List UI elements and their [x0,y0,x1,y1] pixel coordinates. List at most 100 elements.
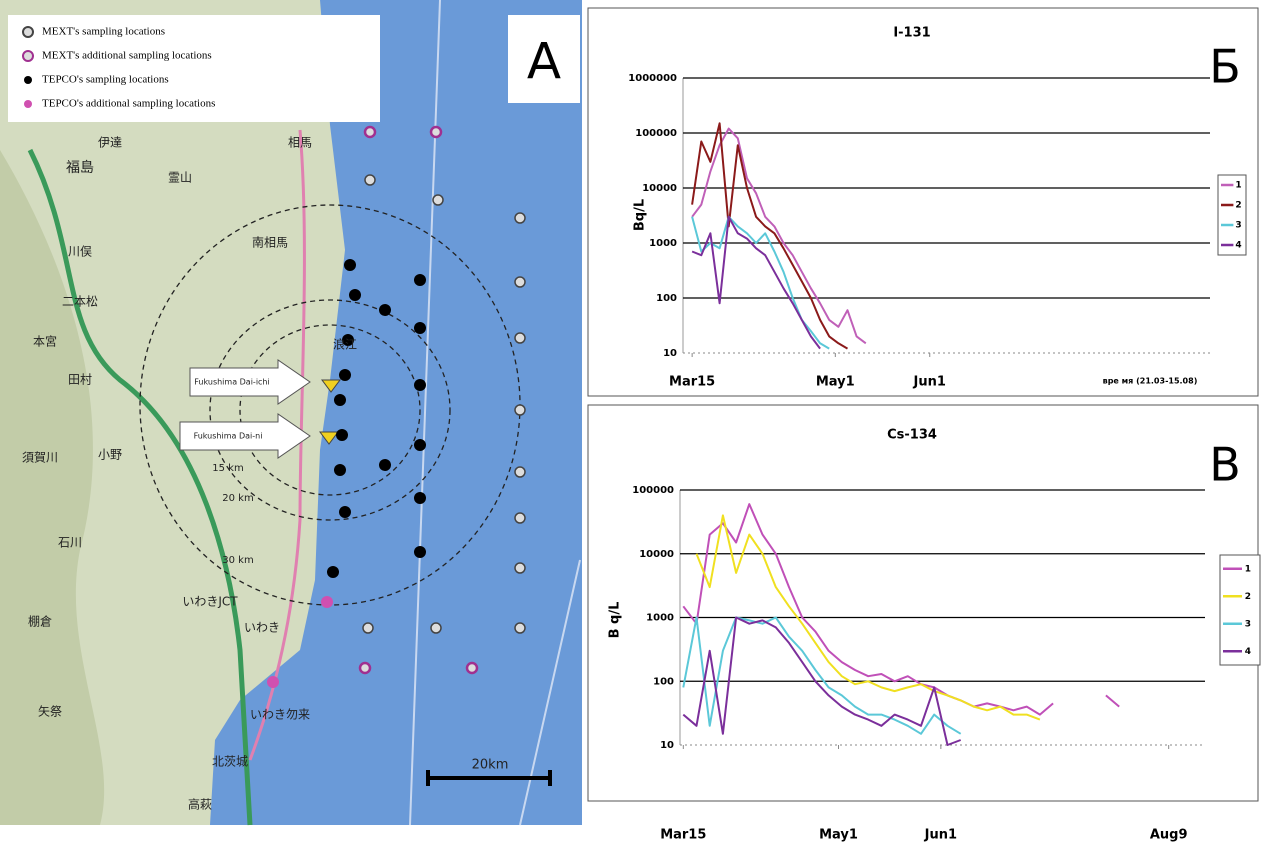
legend-box [1220,555,1260,665]
legend-box [1218,175,1246,255]
sampling-point [360,663,370,673]
x-tick-label: Mar15 [660,828,706,843]
y-tick-label: 10 [660,740,674,751]
map-label: 須賀川 [22,451,58,465]
sampling-point [515,467,525,477]
sampling-point [379,459,391,471]
sampling-point [515,277,525,287]
legend-label: MEXT's additional sampling locations [42,50,212,62]
sampling-point [414,322,426,334]
sampling-point [334,394,346,406]
legend-label: 3 [1245,619,1251,629]
y-tick-label: 100000 [632,485,674,496]
sampling-point [327,566,339,578]
map-label: 相馬 [288,136,312,150]
sampling-point [414,439,426,451]
sampling-point [267,676,279,688]
y-tick-label: 1000 [646,613,674,624]
chart-title: Cs-134 [887,428,937,443]
sampling-point [431,127,441,137]
sampling-point [467,663,477,673]
series-line [692,217,820,349]
sampling-point [365,175,375,185]
x-tick-label: May1 [819,828,858,843]
sampling-point [431,623,441,633]
map-label: いわき勿来 [250,708,310,722]
map-label: 浪江 [333,337,357,352]
legend-label: 4 [1245,647,1251,657]
sampling-point [365,127,375,137]
panel-letter: A [527,33,561,91]
sampling-point [344,259,356,271]
y-tick-label: 1000 [649,238,677,249]
panel-letter: Б [1209,40,1241,94]
map-label: 二本松 [62,295,98,309]
map-label: 30 km [222,555,253,566]
sampling-point [515,623,525,633]
map-label: 北茨城 [212,755,248,769]
map-label: Fukushima Dai-ni [194,432,263,441]
legend-label: MEXT's sampling locations [42,26,165,38]
map-label: 高萩 [188,797,212,812]
map-label: 本宮 [33,334,57,349]
sampling-point [334,464,346,476]
y-tick-label: 1000000 [628,73,677,84]
map-label: 矢祭 [38,705,62,719]
legend-marker [23,27,33,37]
legend-marker [24,100,32,108]
x-tick-label: Aug9 [1150,828,1188,843]
map-label: 南相馬 [252,235,288,250]
legend-label: TEPCO's sampling locations [42,74,169,86]
sampling-point [336,429,348,441]
legend-marker [23,51,33,61]
legend-label: 2 [1245,592,1251,602]
x-tick-label: Jun1 [924,828,957,843]
panel-letter: В [1209,438,1241,492]
sampling-point [515,563,525,573]
sampling-point [414,379,426,391]
legend-label: 2 [1235,201,1241,211]
map-label: いわき [244,621,280,635]
map-label: 20km [472,758,509,773]
map-label: 棚倉 [28,614,52,629]
sampling-point [339,506,351,518]
map-label: 福島 [66,160,94,176]
series-line [683,504,1172,714]
y-tick-label: 100 [653,676,674,687]
map-label: 田村 [68,373,92,387]
y-tick-label: 10000 [642,183,677,194]
x-tick-label: May1 [816,375,855,390]
map-label: 石川 [58,536,82,550]
sampling-point [433,195,443,205]
sampling-point [515,333,525,343]
y-tick-label: 100 [656,293,677,304]
map-label: 小野 [98,448,122,462]
sampling-point [339,369,351,381]
y-tick-label: 10000 [639,549,674,560]
x-tick-label: Jun1 [913,375,946,390]
sampling-point [349,289,361,301]
legend-marker [24,76,32,84]
figure: A MEXT's sampling locations MEXT's additi… [0,0,1262,846]
sampling-point [321,596,333,608]
map-label: 伊達 [98,136,122,150]
sampling-point [515,213,525,223]
sampling-point [414,492,426,504]
x-tick-label: Mar15 [669,375,715,390]
legend-label: 3 [1235,221,1241,231]
panel-frame [588,8,1258,396]
panel-frame [588,405,1258,801]
y-tick-label: 10 [663,348,677,359]
sampling-point [363,623,373,633]
sampling-point [515,405,525,415]
map-label: 20 km [222,493,253,504]
sampling-point [379,304,391,316]
map-label: 霊山 [168,171,192,185]
chart-title: I-131 [893,26,930,41]
map-label: いわきJCT [182,595,238,609]
legend-label: 4 [1235,241,1241,251]
sampling-point [414,546,426,558]
legend-label: TEPCO's additional sampling locations [42,98,215,110]
map-label: 15 km [212,463,243,474]
y-axis-label: B q/L [608,602,623,639]
